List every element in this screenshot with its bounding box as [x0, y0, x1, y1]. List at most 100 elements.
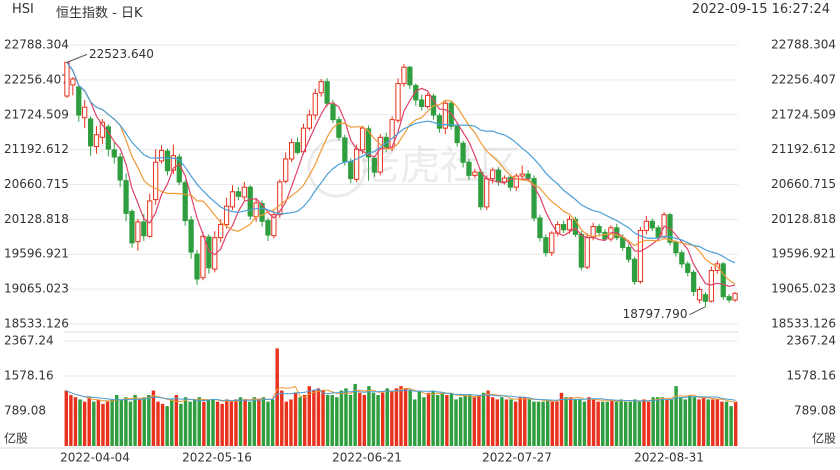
- price-tick-right: 19065.023: [771, 282, 836, 296]
- volume-bar: [137, 399, 142, 446]
- candle-down: [413, 85, 419, 101]
- volume-bar: [335, 397, 339, 446]
- volume-bar: [325, 394, 330, 446]
- volume-bar: [211, 399, 215, 446]
- volume-bar: [587, 397, 591, 446]
- price-tick-left: 19596.921: [4, 247, 69, 261]
- volume-bar: [623, 401, 628, 446]
- candle-down: [560, 224, 567, 231]
- volume-bar: [247, 401, 252, 446]
- price-tick-right: 22256.407: [771, 72, 836, 86]
- volume-tick-right: 789.08: [794, 404, 836, 418]
- volume-bar: [261, 397, 266, 446]
- volume-bar: [64, 390, 69, 446]
- candle-down: [726, 296, 732, 301]
- timestamp: 2022-09-15 16:27:24: [691, 2, 830, 17]
- volume-bar: [458, 397, 463, 446]
- price-tick-right: 21192.612: [771, 142, 836, 156]
- volume-bar: [358, 392, 362, 446]
- volume-bar: [215, 401, 220, 446]
- candle-up: [732, 292, 738, 301]
- candle-down: [720, 263, 726, 298]
- candle-up: [566, 218, 573, 231]
- volume-bar: [559, 392, 564, 446]
- ma10-line: [66, 62, 736, 285]
- volume-ma10-line: [66, 388, 736, 402]
- volume-bar: [302, 394, 307, 446]
- volume-bar: [614, 401, 619, 446]
- volume-bar: [293, 392, 298, 446]
- candle-down: [194, 253, 200, 280]
- candle-up: [253, 202, 259, 218]
- volume-tick-left: 789.08: [4, 404, 46, 418]
- volume-bar: [362, 394, 367, 446]
- candle-down: [123, 180, 129, 214]
- candle-down: [620, 237, 626, 248]
- volume-bar: [642, 399, 646, 446]
- volume-bar: [252, 397, 256, 446]
- candle-up: [513, 175, 519, 188]
- volume-bar: [160, 403, 165, 446]
- volume-bar: [408, 390, 412, 446]
- candle-up: [223, 205, 230, 226]
- volume-bar: [665, 399, 669, 446]
- candle-up: [200, 235, 206, 279]
- volume-bar: [633, 399, 637, 446]
- candle-down: [141, 221, 147, 237]
- volume-bar: [601, 401, 605, 446]
- candle-up: [708, 269, 715, 302]
- volume-bar: [165, 406, 169, 446]
- volume-bar: [156, 401, 160, 446]
- candle-down: [111, 149, 117, 158]
- candle-down: [182, 182, 188, 222]
- volume-bar: [96, 399, 101, 446]
- candle-up: [312, 92, 318, 116]
- volume-bar: [715, 399, 720, 446]
- volume-group: [64, 348, 738, 446]
- candle-up: [229, 191, 236, 208]
- candle-up: [643, 220, 649, 231]
- candle-up: [135, 221, 141, 243]
- volume-bar: [564, 397, 568, 446]
- volume-bar: [610, 399, 614, 446]
- volume-bar: [683, 399, 687, 446]
- volume-bar: [637, 401, 642, 446]
- volume-bar: [289, 399, 293, 446]
- candle-up: [99, 121, 106, 138]
- volume-bar: [312, 390, 316, 446]
- candle-down: [324, 81, 330, 104]
- price-tick-left: 21724.509: [4, 107, 69, 121]
- volume-bar: [280, 390, 284, 446]
- volume-bar: [330, 394, 334, 446]
- x-tick-label: 2022-05-16: [182, 451, 252, 465]
- candle-down: [460, 142, 466, 163]
- candle-down: [649, 220, 655, 229]
- candle-down: [164, 150, 171, 172]
- volume-bar: [646, 401, 651, 446]
- candle-down: [235, 191, 242, 197]
- volume-bar: [119, 399, 124, 446]
- volume-bar: [225, 399, 229, 446]
- candle-down: [578, 233, 584, 268]
- candle-down: [348, 161, 354, 180]
- volume-bar: [202, 401, 206, 446]
- candle-down: [188, 219, 194, 253]
- candle-down: [543, 237, 549, 254]
- volume-bar: [82, 401, 87, 446]
- volume-bar: [316, 388, 321, 446]
- volume-bar: [573, 399, 577, 446]
- price-tick-left: 21192.612: [4, 142, 69, 156]
- volume-bar: [518, 397, 522, 446]
- candle-up: [170, 155, 177, 171]
- candle-down: [631, 258, 638, 283]
- volume-bar: [711, 399, 715, 446]
- candle-down: [625, 246, 632, 260]
- volume-bar: [417, 390, 422, 446]
- volume-bar: [481, 392, 486, 446]
- candle-down: [336, 119, 342, 138]
- candles-group: [64, 61, 738, 307]
- volume-bar: [435, 394, 440, 446]
- candle-up: [484, 178, 490, 208]
- volume-bar: [133, 394, 137, 446]
